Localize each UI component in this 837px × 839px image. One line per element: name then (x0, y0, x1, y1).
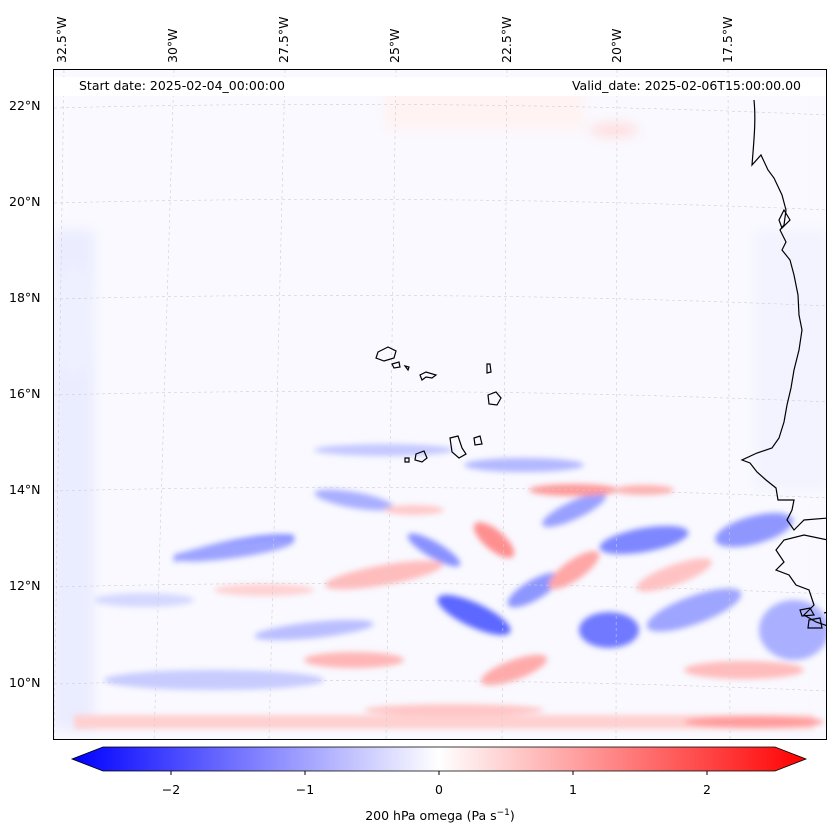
colorbar (70, 746, 808, 775)
lat-label-16n: 16°N (9, 386, 41, 401)
lat-label-22n: 22°N (9, 98, 41, 113)
lon-label-27-5w: 27.5°W (276, 16, 291, 63)
cape-verde-maio (473, 435, 483, 446)
lat-label-10n: 10°N (9, 675, 41, 690)
cape-verde-santo-antao (375, 346, 397, 362)
lon-label-20w: 20°W (609, 28, 624, 63)
africa-coastline-south (774, 534, 826, 626)
cape-verde-boa-vista (487, 391, 502, 406)
canary-coast-islands (778, 208, 791, 230)
lat-label-18n: 18°N (9, 290, 41, 305)
colorbar-bar (70, 746, 808, 772)
cape-verde-sao-nicolau (419, 371, 438, 381)
lat-label-14n: 14°N (9, 482, 41, 497)
coastlines (375, 99, 826, 629)
colorbar-label-exponent: −1 (496, 808, 510, 818)
lon-label-32-5w: 32.5°W (54, 16, 69, 63)
lon-label-25w: 25°W (387, 28, 402, 63)
colorbar-label: 200 hPa omega (Pa s−1) (365, 808, 515, 823)
colorbar-tick-1: 1 (569, 782, 577, 797)
colorbar-tick-2: 2 (703, 782, 711, 797)
graticule (54, 70, 826, 739)
lon-label-30w: 30°W (165, 28, 180, 63)
colorbar-label-suffix: ) (509, 808, 515, 824)
colorbar-tick-neg1: −1 (295, 782, 315, 797)
start-date-label: Start date: 2025-02-04_00:00:00 (79, 78, 285, 93)
cape-verde-brava (404, 457, 410, 463)
lon-label-17-5w: 17.5°W (720, 16, 735, 63)
valid-date-label: Valid_date: 2025-02-06T15:00:00.00 (571, 78, 801, 93)
bijagos-islands (799, 607, 826, 629)
date-header-strip (54, 77, 826, 96)
map-panel (53, 69, 827, 740)
omega-background-shading (54, 70, 826, 739)
lat-label-12n: 12°N (9, 578, 41, 593)
cape-verde-santa-luzia (403, 365, 410, 372)
omega-bands (74, 444, 826, 729)
colorbar-label-prefix: 200 hPa omega (Pa s (365, 808, 497, 824)
omega-field-map (54, 70, 826, 739)
cape-verde-sao-vicente (391, 361, 401, 369)
africa-coastline (740, 99, 826, 531)
cape-verde-santiago (449, 435, 467, 459)
cape-verde-sal (486, 363, 492, 374)
colorbar-tick-neg2: −2 (161, 782, 181, 797)
lon-label-22-5w: 22.5°W (499, 16, 514, 63)
cape-verde-fogo (414, 450, 428, 463)
lat-label-20n: 20°N (9, 194, 41, 209)
colorbar-tick-0: 0 (435, 782, 443, 797)
